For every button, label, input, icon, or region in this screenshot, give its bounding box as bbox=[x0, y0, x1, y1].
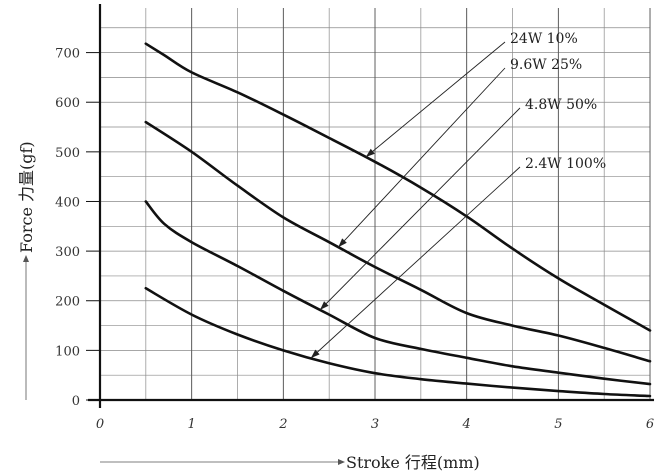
tick-labels: 0 1 2 3 4 5 6 0 100 200 300 400 500 600 700 bbox=[55, 47, 654, 432]
y-tick-label: 700 bbox=[55, 47, 80, 62]
leader-arrow bbox=[310, 349, 320, 359]
leader-line bbox=[319, 107, 521, 311]
x-axis-title: Stroke 行程(mm) bbox=[346, 453, 480, 472]
y-tick-label: 500 bbox=[55, 146, 80, 161]
y-tick-label: 600 bbox=[55, 96, 80, 111]
y-tick-label: 100 bbox=[55, 344, 80, 359]
y-tick-label: 300 bbox=[55, 245, 80, 260]
y-axis-title: Force 力量(gf) bbox=[17, 141, 36, 253]
x-tick-label: 1 bbox=[188, 417, 196, 432]
leader-line bbox=[338, 67, 506, 248]
x-tick-label: 3 bbox=[371, 417, 379, 432]
legend-label-4: 2.4W 100% bbox=[525, 156, 606, 172]
grid-lines bbox=[100, 8, 651, 400]
leader-arrow bbox=[365, 148, 375, 158]
x-tick-label: 2 bbox=[278, 417, 287, 432]
series-line-3 bbox=[144, 200, 652, 386]
leader-line bbox=[365, 41, 506, 158]
x-tick-label: 6 bbox=[646, 417, 654, 432]
series-line-4 bbox=[144, 287, 652, 398]
series-line-1 bbox=[144, 42, 652, 332]
y-tick-label: 0 bbox=[72, 394, 80, 409]
x-tick-label: 5 bbox=[554, 417, 562, 432]
leader-arrow bbox=[320, 301, 329, 310]
y-axis-title-group: Force 力量(gf) bbox=[17, 141, 36, 400]
y-tick-label: 400 bbox=[55, 195, 80, 210]
leader-arrow bbox=[338, 238, 347, 248]
axes bbox=[88, 4, 655, 408]
x-tick-label: 4 bbox=[462, 417, 471, 432]
legend-label-3: 4.8W 50% bbox=[525, 97, 597, 113]
x-axis-title-group: Stroke 行程(mm) bbox=[100, 453, 480, 472]
legend-label-1: 24W 10% bbox=[510, 31, 578, 47]
x-tick-label: 0 bbox=[96, 417, 104, 432]
y-tick-label: 200 bbox=[55, 295, 80, 310]
legend-leaders: 24W 10% 9.6W 25% 4.8W 50% 2.4W 100% bbox=[310, 31, 606, 359]
leader-line bbox=[310, 166, 521, 359]
legend-label-2: 9.6W 25% bbox=[510, 57, 582, 73]
